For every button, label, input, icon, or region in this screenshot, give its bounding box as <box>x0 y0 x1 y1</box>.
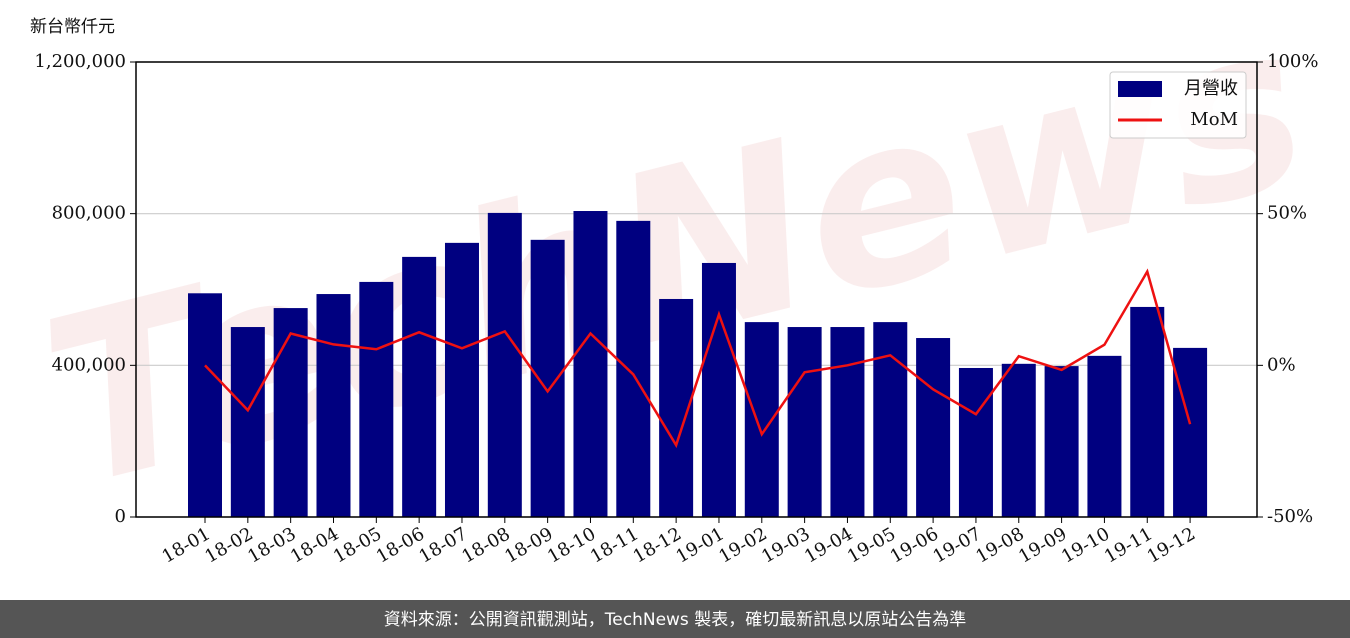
x-tick-label: 19-04 <box>801 523 856 567</box>
x-tick-label: 18-03 <box>244 523 299 567</box>
y2-tick-label: -50% <box>1267 506 1313 527</box>
x-tick-label: 18-08 <box>458 523 513 567</box>
y-tick-label: 400,000 <box>52 354 126 375</box>
bar <box>958 367 993 517</box>
bar <box>1130 306 1165 517</box>
x-tick-label: 19-12 <box>1144 523 1199 567</box>
x-tick-label: 18-02 <box>201 523 256 567</box>
bar <box>1173 347 1208 517</box>
y-tick-label: 0 <box>115 506 126 527</box>
footer-bar <box>0 600 1350 638</box>
bar <box>487 212 522 518</box>
bar <box>530 239 565 517</box>
x-tick-label: 19-01 <box>673 523 728 567</box>
x-tick-label: 18-09 <box>501 523 556 567</box>
y2-tick-label: 100% <box>1267 51 1318 72</box>
bar <box>230 327 265 517</box>
bar <box>444 242 479 518</box>
x-tick-label: 19-10 <box>1058 523 1113 567</box>
x-tick-label: 19-09 <box>1015 523 1070 567</box>
y-axis-label: 新台幣仟元 <box>30 17 115 37</box>
x-tick-label: 19-08 <box>972 523 1027 567</box>
legend-label: MoM <box>1190 109 1238 130</box>
bar <box>402 256 437 517</box>
bar <box>573 211 608 517</box>
y2-tick-label: 50% <box>1267 203 1307 224</box>
x-tick-label: 18-06 <box>373 523 428 567</box>
bar <box>1087 355 1122 517</box>
bar <box>188 293 222 517</box>
x-tick-label: 19-06 <box>887 523 942 567</box>
x-tick-label: 18-04 <box>287 523 342 567</box>
line <box>204 268 1192 449</box>
x-tick-label: 18-12 <box>630 523 685 567</box>
bar <box>744 322 779 517</box>
bar <box>1001 363 1036 517</box>
x-tick-label: 18-07 <box>416 523 471 567</box>
x-tick-label: 19-02 <box>715 523 770 567</box>
bar <box>787 327 822 517</box>
x-tick-label: 19-05 <box>844 523 899 567</box>
x-tick-label: 18-01 <box>159 523 214 567</box>
bar <box>316 294 351 517</box>
bar <box>701 262 736 517</box>
footer: 資料來源：公開資訊觀測站，TechNews 製表，確切最新訊息以原站公告為準 <box>384 610 966 630</box>
legend-swatch <box>1118 81 1162 97</box>
x-tick-label: 19-07 <box>930 523 985 567</box>
x-tick-label: 19-11 <box>1101 523 1156 567</box>
bar <box>273 308 308 517</box>
x-tick-label: 19-03 <box>758 523 813 567</box>
x-tick-label: 18-10 <box>544 523 599 567</box>
y-tick-label: 800,000 <box>52 203 126 224</box>
bar <box>873 322 908 517</box>
bar <box>1044 366 1079 517</box>
bar <box>616 220 651 517</box>
x-tick-label: 18-11 <box>587 523 642 567</box>
y-tick-label: 1,200,000 <box>34 51 126 72</box>
bar <box>830 327 865 517</box>
bar <box>916 338 951 517</box>
legend-label: 月營收 <box>1184 78 1238 99</box>
plot-frame <box>135 61 1258 518</box>
x-tick-label: 18-05 <box>330 523 385 567</box>
y2-tick-label: 0% <box>1267 354 1296 375</box>
bar <box>359 281 394 517</box>
